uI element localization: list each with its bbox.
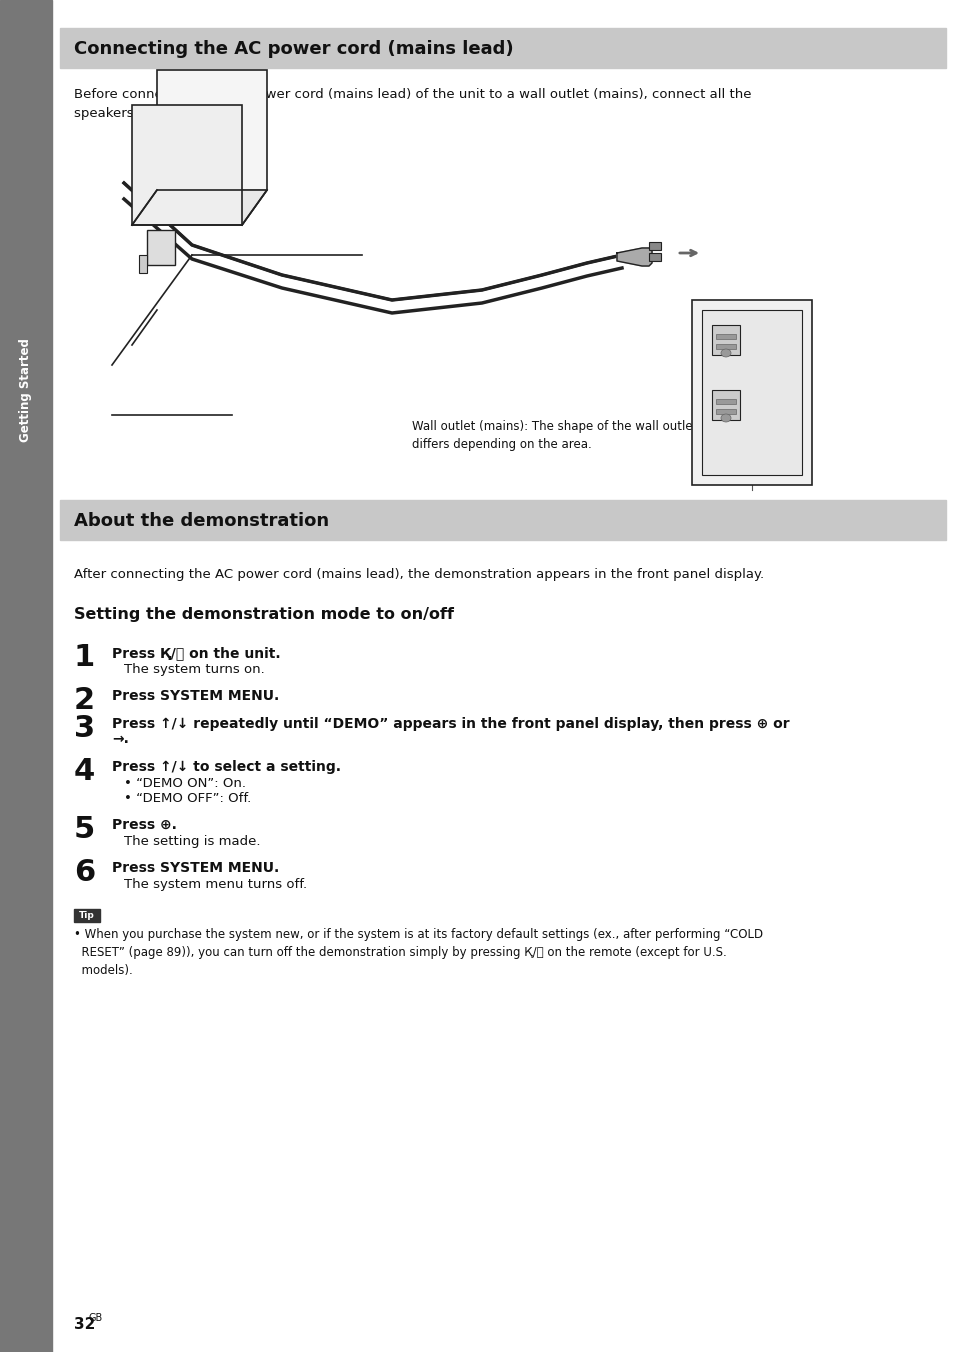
Text: GB: GB <box>89 1313 103 1324</box>
Text: Press ↑/↓ to select a setting.: Press ↑/↓ to select a setting. <box>112 760 340 773</box>
Text: 1: 1 <box>74 644 95 672</box>
Text: Tip: Tip <box>79 911 94 919</box>
Bar <box>701 310 801 475</box>
Bar <box>711 324 740 356</box>
Text: The system turns on.: The system turns on. <box>124 662 265 676</box>
Text: 32: 32 <box>74 1317 95 1332</box>
Text: • “DEMO ON”: On.: • “DEMO ON”: On. <box>124 777 246 790</box>
Ellipse shape <box>720 414 730 422</box>
Text: Press SYSTEM MENU.: Press SYSTEM MENU. <box>112 861 279 875</box>
Text: • “DEMO OFF”: Off.: • “DEMO OFF”: Off. <box>124 792 251 804</box>
Bar <box>60 28 945 68</box>
Bar <box>648 242 660 250</box>
Polygon shape <box>617 247 651 266</box>
Text: The setting is made.: The setting is made. <box>124 836 260 848</box>
Polygon shape <box>132 191 267 224</box>
Bar <box>139 256 147 273</box>
Text: 3: 3 <box>74 714 95 744</box>
Bar <box>147 230 174 265</box>
Text: Press Қ/⏻ on the unit.: Press Қ/⏻ on the unit. <box>112 646 280 660</box>
Bar <box>716 410 735 414</box>
Text: The system menu turns off.: The system menu turns off. <box>124 877 307 891</box>
Bar <box>0 0 52 1352</box>
Text: 6: 6 <box>74 859 95 887</box>
Text: About the demonstration: About the demonstration <box>74 512 329 530</box>
Bar <box>716 399 735 404</box>
Text: Press ⊕.: Press ⊕. <box>112 818 176 831</box>
Text: Press ↑/↓ repeatedly until “DEMO” appears in the front panel display, then press: Press ↑/↓ repeatedly until “DEMO” appear… <box>112 717 789 731</box>
Bar <box>691 300 811 485</box>
Bar <box>60 500 945 539</box>
Text: Press SYSTEM MENU.: Press SYSTEM MENU. <box>112 690 279 703</box>
Text: 5: 5 <box>74 815 95 844</box>
Ellipse shape <box>720 349 730 357</box>
Bar <box>716 334 735 339</box>
Text: Connecting the AC power cord (mains lead): Connecting the AC power cord (mains lead… <box>74 41 513 58</box>
Bar <box>716 343 735 349</box>
Text: Before connecting the AC power cord (mains lead) of the unit to a wall outlet (m: Before connecting the AC power cord (mai… <box>74 88 751 120</box>
Text: Getting Started: Getting Started <box>19 338 32 442</box>
Bar <box>132 105 242 224</box>
Text: • When you purchase the system new, or if the system is at its factory default s: • When you purchase the system new, or i… <box>74 927 762 977</box>
Text: Wall outlet (mains): The shape of the wall outlet (mains)
differs depending on t: Wall outlet (mains): The shape of the wa… <box>412 420 745 452</box>
Text: Setting the demonstration mode to on/off: Setting the demonstration mode to on/off <box>74 607 454 622</box>
Text: 4: 4 <box>74 757 95 786</box>
Text: →.: →. <box>112 731 129 746</box>
Bar <box>648 253 660 261</box>
Text: 2: 2 <box>74 685 95 715</box>
Bar <box>711 389 740 420</box>
Text: After connecting the AC power cord (mains lead), the demonstration appears in th: After connecting the AC power cord (main… <box>74 568 763 581</box>
Bar <box>157 70 267 191</box>
Bar <box>74 909 100 922</box>
